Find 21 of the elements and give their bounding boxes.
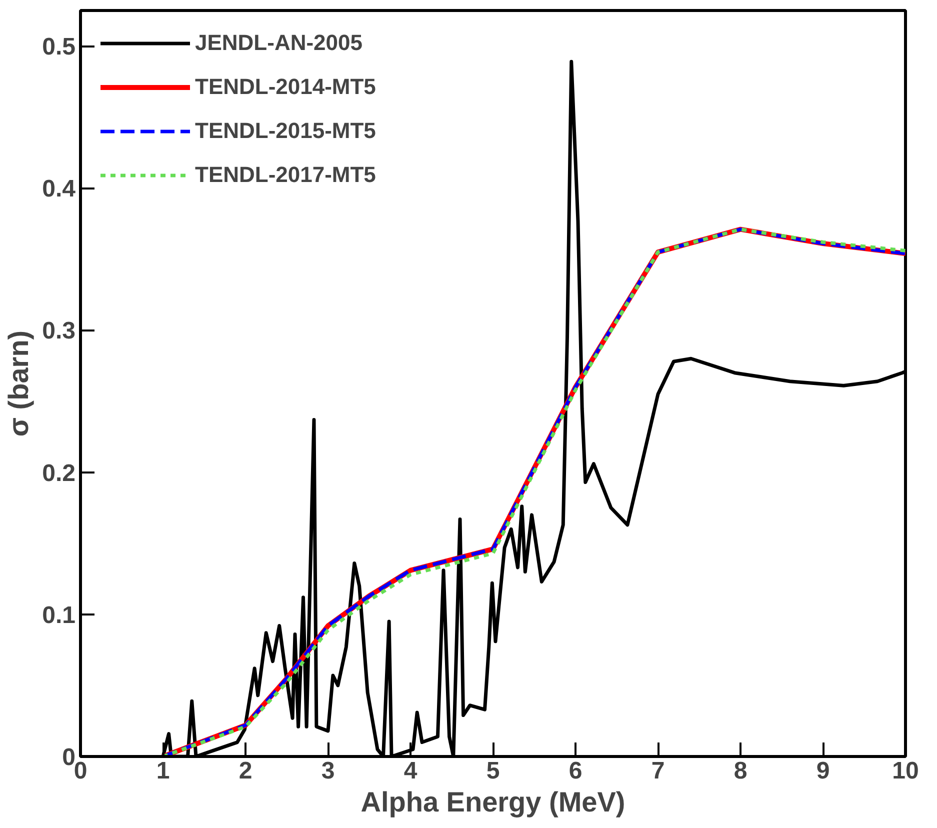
y-tick-label: 0.3 [42, 318, 76, 345]
legend-label: TENDL-2017-MT5 [195, 162, 376, 188]
y-tick-label: 0.2 [42, 460, 76, 487]
x-tick-label: 10 [892, 758, 919, 784]
y-tick-label: 0.5 [42, 34, 76, 61]
legend-label: TENDL-2014-MT5 [195, 74, 376, 100]
x-tick-label: 7 [651, 758, 665, 784]
x-tick-label: 1 [156, 758, 170, 784]
legend-label: JENDL-AN-2005 [195, 30, 362, 56]
y-axis-title: σ (barn) [3, 330, 34, 437]
x-tick-label: 4 [404, 758, 418, 784]
y-tick-label: 0.1 [42, 602, 76, 629]
x-tick-label: 5 [486, 758, 500, 784]
legend-label: TENDL-2015-MT5 [195, 118, 376, 144]
x-axis-title: Alpha Energy (MeV) [360, 786, 626, 818]
x-tick-label: 8 [734, 758, 748, 784]
x-tick-label: 3 [321, 758, 335, 784]
y-tick-label: 0.4 [42, 176, 76, 203]
x-tick-label: 6 [568, 758, 582, 784]
x-tick-label: 9 [816, 758, 830, 784]
x-tick-label: 2 [238, 758, 252, 784]
